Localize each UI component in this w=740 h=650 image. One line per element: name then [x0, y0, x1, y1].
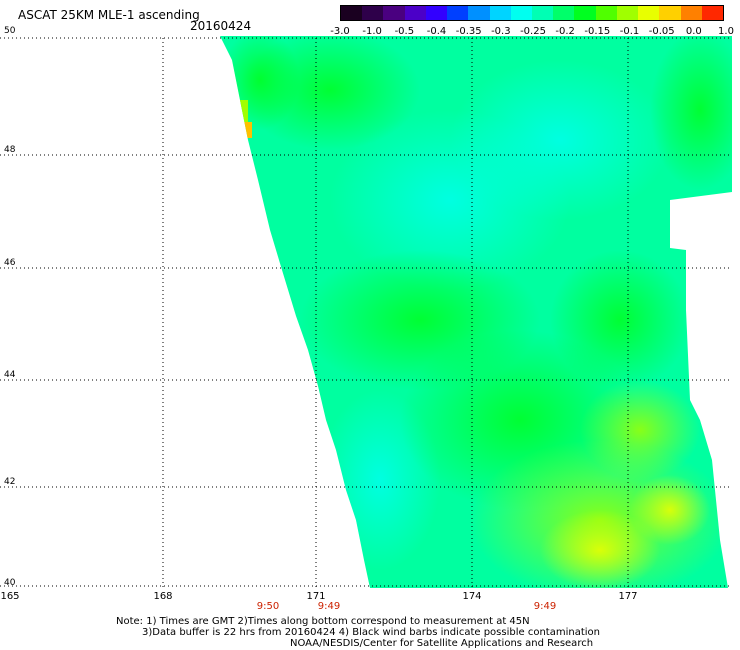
colorbar-swatch [447, 6, 469, 20]
lon-label-168: 168 [153, 591, 173, 602]
colorbar-tick-label: -3.0 [330, 26, 350, 37]
colorbar-tick-label: -0.05 [648, 26, 675, 37]
colorbar-swatch [341, 6, 363, 20]
colorbar-tick-label: -0.25 [520, 26, 546, 37]
note-line-2: 3)Data buffer is 22 hrs from 20160424 4)… [142, 627, 600, 638]
time-label: 9:49 [533, 601, 557, 612]
colorbar-tick-label: -0.15 [584, 26, 611, 37]
colorbar-swatch [468, 6, 490, 20]
colorbar [340, 5, 724, 21]
lon-label-171: 171 [306, 591, 326, 602]
colorbar-tick-label: -0.1 [619, 26, 640, 37]
colorbar-swatch [383, 6, 405, 20]
colorbar-tick-label: -0.35 [455, 26, 482, 37]
swath-data [220, 36, 732, 588]
colorbar-swatch [489, 6, 511, 20]
note-line-1: Note: 1) Times are GMT 2)Times along bot… [116, 616, 530, 627]
colorbar-tick-label: -0.4 [426, 26, 447, 37]
colorbar-swatch [659, 6, 681, 20]
colorbar-swatch [595, 6, 617, 20]
colorbar-swatch [638, 6, 660, 20]
colorbar-swatch [701, 6, 723, 20]
colorbar-swatch [510, 6, 532, 20]
lon-label-177: 177 [618, 591, 638, 602]
colorbar-swatch [680, 6, 702, 20]
lat-label-48: 48 [4, 145, 16, 155]
product-date: 20160424 [190, 19, 252, 33]
colorbar-tick-label: -0.3 [491, 26, 511, 37]
colorbar-tick-labels: -3.0 -1.0 -0.5 -0.4 -0.35 -0.3 -0.25 -0.2 -0.15-… [330, 26, 734, 38]
lat-label-44: 44 [4, 370, 16, 380]
colorbar-tick-label: -0.2 [555, 26, 575, 37]
colorbar-tick-label: 1.0 [718, 26, 734, 37]
time-label: 9:50 [256, 601, 280, 612]
colorbar-swatch [531, 6, 554, 20]
colorbar-tick-label: -0.5 [394, 26, 415, 37]
colorbar-swatch [362, 6, 384, 20]
lat-label-40: 40 [4, 578, 16, 588]
note-line-3: NOAA/NESDIS/Center for Satellite Applica… [290, 638, 594, 649]
time-label: 9:49 [317, 601, 341, 612]
colorbar-swatch [574, 6, 596, 20]
lon-label-174: 174 [462, 591, 482, 602]
lon-label-165: 165 [0, 591, 20, 602]
colorbar-swatch [425, 6, 448, 20]
colorbar-swatch [553, 6, 575, 20]
colorbar-tick-label: 0.0 [685, 26, 702, 37]
lat-label-46: 46 [4, 258, 16, 268]
lat-label-50: 50 [4, 26, 16, 36]
colorbar-tick-label: -1.0 [362, 26, 382, 37]
colorbar-swatch [616, 6, 639, 20]
lat-label-42: 42 [4, 477, 16, 487]
product-title: ASCAT 25KM MLE-1 ascending [18, 8, 200, 22]
colorbar-swatch [404, 6, 426, 20]
